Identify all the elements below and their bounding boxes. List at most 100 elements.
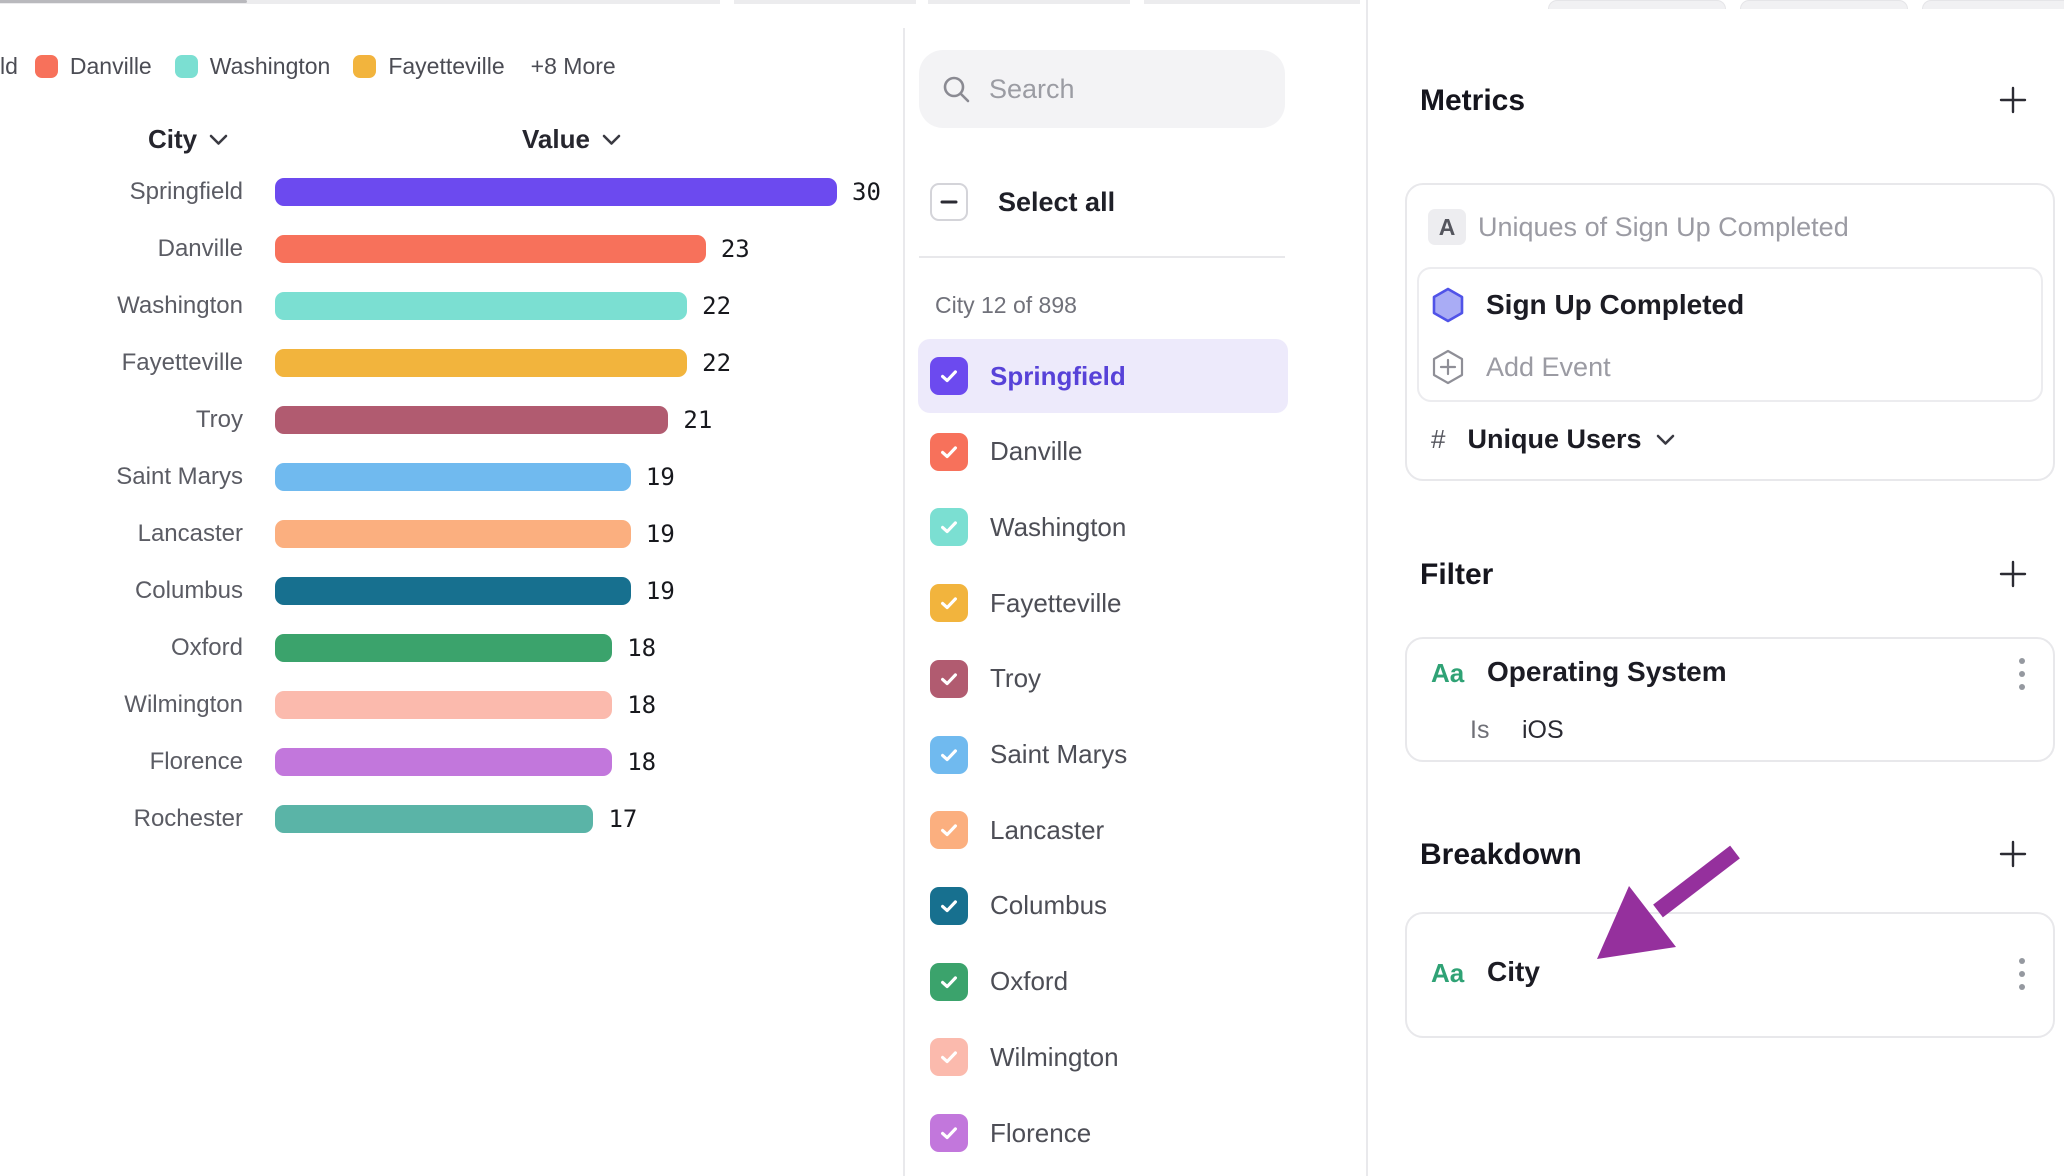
chart-category-label: Springfield xyxy=(129,178,243,205)
legend-label: Fayetteville xyxy=(388,52,505,79)
plus-icon xyxy=(1999,560,2027,588)
chart-row: Saint Marys 19 xyxy=(0,463,675,491)
chart-row: Danville 23 xyxy=(0,235,750,263)
add-breakdown-button[interactable] xyxy=(1995,836,2031,872)
legend-clipped-label: ld xyxy=(0,52,18,79)
chart-row: Florence 18 xyxy=(0,748,656,776)
chart-bar[interactable] xyxy=(275,406,669,434)
column-header-city[interactable]: City xyxy=(148,124,228,155)
measure-selector[interactable]: # Unique Users xyxy=(1431,424,1675,455)
list-item-lancaster[interactable]: Lancaster xyxy=(918,793,1288,867)
chart-category-label: Oxford xyxy=(170,634,243,661)
chart-bar[interactable] xyxy=(275,634,613,662)
city-checkbox[interactable] xyxy=(930,735,968,774)
chevron-down-icon xyxy=(1656,434,1674,445)
chart-bar[interactable] xyxy=(275,691,613,719)
city-checkbox[interactable] xyxy=(930,659,968,698)
chart-bar[interactable] xyxy=(275,235,706,263)
chart-bar[interactable] xyxy=(275,805,594,833)
chart-category-label: Washington xyxy=(117,292,243,319)
list-item-springfield[interactable]: Springfield xyxy=(918,339,1288,413)
chart-bar[interactable] xyxy=(275,463,631,491)
legend-overflow-label[interactable]: +8 More xyxy=(530,52,616,79)
filter-card[interactable] xyxy=(1405,637,2055,762)
list-item-columbus[interactable]: Columbus xyxy=(918,869,1288,943)
city-label: Columbus xyxy=(990,890,1108,921)
filter-operator[interactable]: Is xyxy=(1470,716,1490,744)
chart-category-label: Rochester xyxy=(133,805,243,832)
city-checkbox[interactable] xyxy=(930,886,968,925)
list-item-washington[interactable]: Washington xyxy=(918,490,1288,564)
chart-row: Oxford 18 xyxy=(0,634,656,662)
search-placeholder: Search xyxy=(989,73,1075,104)
chart-category-label: Fayetteville xyxy=(121,349,243,376)
city-checkbox[interactable] xyxy=(930,357,968,395)
chart-bar[interactable] xyxy=(275,292,688,320)
chart-row: Troy 21 xyxy=(0,406,712,434)
city-checkbox[interactable] xyxy=(930,508,968,547)
breakdown-card[interactable] xyxy=(1405,912,2055,1038)
add-event-row[interactable]: Add Event xyxy=(1430,348,1611,386)
city-checkbox[interactable] xyxy=(930,1038,968,1077)
column-header-value[interactable]: Value xyxy=(522,124,621,155)
city-checkbox[interactable] xyxy=(930,811,968,850)
search-input[interactable]: Search xyxy=(919,50,1285,128)
filter-menu-kebab-icon[interactable] xyxy=(2018,658,2026,690)
panel-divider-right xyxy=(1366,0,1368,1176)
legend-swatch-danville xyxy=(34,54,58,78)
chart-bar[interactable] xyxy=(275,577,631,605)
chart-bar[interactable] xyxy=(275,178,837,206)
number-sign-icon: # xyxy=(1431,424,1446,454)
chart-category-label: Lancaster xyxy=(137,520,243,547)
checkmark-icon xyxy=(941,975,957,988)
chart-value-label: 18 xyxy=(627,634,657,662)
breakdown-property-name: City xyxy=(1487,956,1540,987)
add-metric-button[interactable] xyxy=(1995,82,2031,118)
chart-value-label: 19 xyxy=(645,520,675,548)
chart-value-label: 21 xyxy=(683,406,713,434)
chevron-down-icon xyxy=(602,134,621,145)
list-item-saint-marys[interactable]: Saint Marys xyxy=(918,718,1288,792)
select-all-checkbox[interactable] xyxy=(930,183,968,221)
event-block xyxy=(1417,267,2043,402)
city-label: Saint Marys xyxy=(990,739,1128,769)
city-checkbox[interactable] xyxy=(930,962,968,1001)
list-item-troy[interactable]: Troy xyxy=(918,642,1288,716)
chart-value-label: 23 xyxy=(720,235,750,263)
chart-bar[interactable] xyxy=(275,748,613,776)
list-item-fayetteville[interactable]: Fayetteville xyxy=(918,566,1288,640)
chart-value-label: 19 xyxy=(645,577,675,605)
indeterminate-icon xyxy=(940,200,958,204)
filter-property-name: Operating System xyxy=(1487,656,1727,687)
picker-count-label: City 12 of 898 xyxy=(935,292,1077,318)
chart-value-label: 18 xyxy=(627,691,657,719)
list-item-florence[interactable]: Florence xyxy=(918,1096,1288,1170)
add-event-hexagon-plus-icon xyxy=(1432,349,1464,385)
chart-bar[interactable] xyxy=(275,349,688,377)
chart-row: Springfield 30 xyxy=(0,178,881,206)
checkmark-icon xyxy=(941,748,957,761)
city-checkbox[interactable] xyxy=(930,432,968,471)
city-label: Washington xyxy=(990,511,1127,542)
tab-remnant xyxy=(0,0,720,4)
chart-bar[interactable] xyxy=(275,520,631,548)
checkmark-icon xyxy=(941,446,957,458)
city-checkbox[interactable] xyxy=(930,1114,968,1152)
select-all-row[interactable]: Select all xyxy=(930,183,1115,221)
legend-swatch-washington xyxy=(174,54,198,78)
plus-icon xyxy=(1999,86,2027,114)
chart-value-label: 17 xyxy=(608,805,638,833)
city-label: Oxford xyxy=(990,966,1069,997)
event-row[interactable]: Sign Up Completed xyxy=(1430,286,1744,324)
metrics-section-title: Metrics xyxy=(1420,84,1526,117)
chart-value-label: 30 xyxy=(852,178,881,206)
list-item-danville[interactable]: Danville xyxy=(918,415,1288,489)
filter-value[interactable]: iOS xyxy=(1522,716,1564,744)
list-item-oxford[interactable]: Oxford xyxy=(918,945,1288,1019)
breakdown-menu-kebab-icon[interactable] xyxy=(2018,958,2026,990)
tab-remnant xyxy=(734,0,916,4)
chart-category-label: Florence xyxy=(149,748,243,775)
list-item-wilmington[interactable]: Wilmington xyxy=(918,1020,1288,1094)
city-checkbox[interactable] xyxy=(930,584,968,623)
add-filter-button[interactable] xyxy=(1995,556,2031,592)
